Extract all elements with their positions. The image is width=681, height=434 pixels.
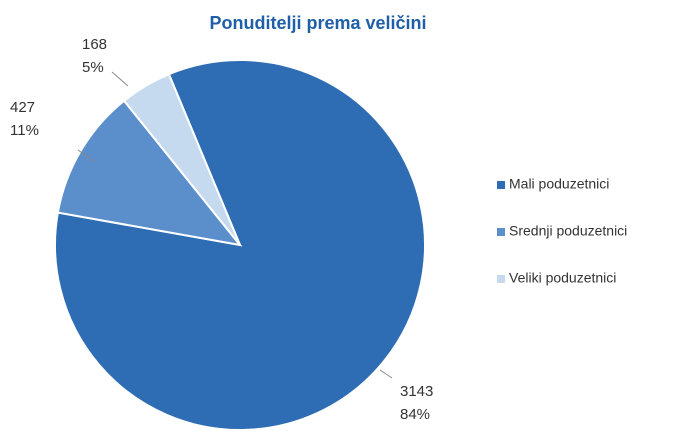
- legend-label: Srednji poduzetnici: [509, 223, 627, 239]
- chart-title: Ponuditelji prema veličini: [209, 13, 426, 33]
- data-label: 427: [10, 99, 35, 116]
- percent-label: 5%: [82, 59, 104, 76]
- leader-line: [111, 71, 129, 87]
- pie-slice: [56, 99, 243, 247]
- legend-label: Mali poduzetnici: [509, 176, 609, 192]
- pie-slice: [122, 72, 241, 246]
- legend-label: Veliki poduzetnici: [509, 270, 616, 286]
- leader-line: [77, 149, 96, 163]
- leader-line: [379, 369, 393, 379]
- legend-swatch: [497, 228, 505, 236]
- legend-swatch: [497, 275, 505, 283]
- legend-swatch: [497, 181, 505, 189]
- data-label: 3143: [400, 383, 433, 400]
- percent-label: 84%: [400, 406, 430, 423]
- data-label: 168: [82, 36, 107, 53]
- percent-label: 11%: [10, 122, 39, 139]
